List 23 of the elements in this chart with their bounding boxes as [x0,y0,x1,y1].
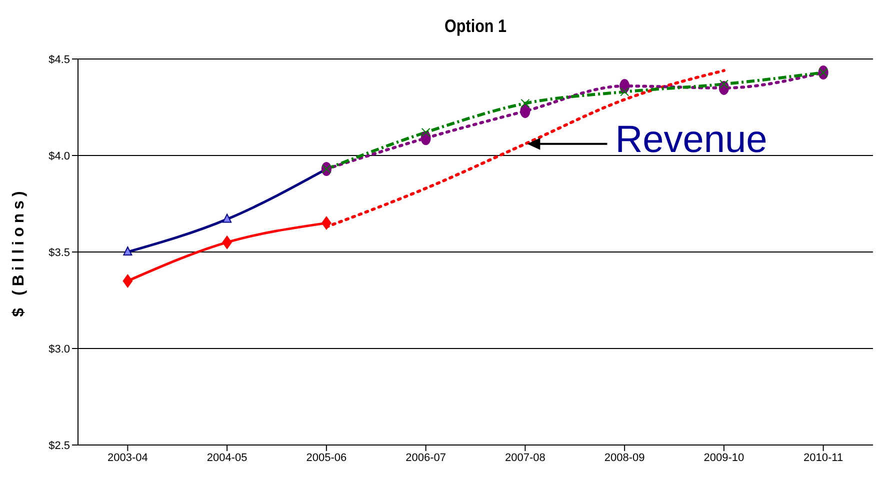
x-tick-label: 2010-11 [804,452,844,464]
y-axis-title: $ (Billions) [10,187,28,317]
x-tick-label: 2004-05 [206,452,248,464]
point [520,98,530,108]
chart-title: Option 1 [443,16,508,37]
y-tick-label: $2.5 [48,440,70,452]
point [421,128,430,137]
x-tick-label: 2007-08 [505,452,546,464]
point [321,216,332,230]
point [620,87,630,96]
point [520,104,530,118]
y-tick-label: $3.0 [48,343,70,356]
x-tick-label: 2009-10 [704,452,744,464]
point [222,235,232,250]
y-tick-label: $4.0 [48,150,70,162]
annotation: Revenue [615,118,768,161]
point [122,274,133,288]
x-tick-label: 2008-09 [604,452,645,464]
x-tick-label: 2006-07 [406,452,446,464]
x-tick-label: 2005-06 [306,452,347,464]
y-tick-label: $4.5 [48,54,70,66]
y-tick-label: $3.5 [48,246,70,259]
x-tick-label: 2003-04 [108,452,148,464]
